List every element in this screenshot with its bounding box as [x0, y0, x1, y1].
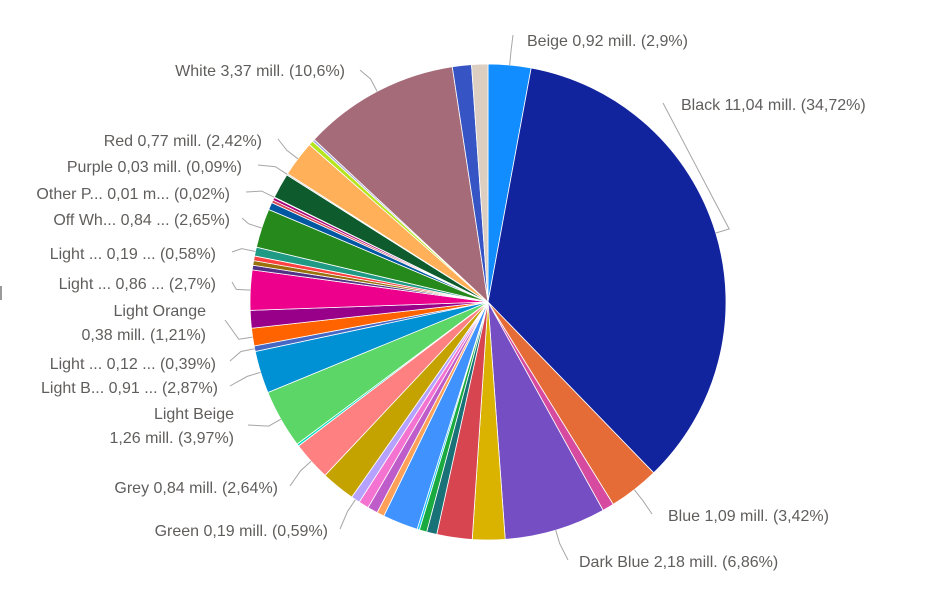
- data-label-light: Light ... 0,19 ... (0,58%): [50, 246, 216, 263]
- data-label-purple: Purple 0,03 mill. (0,09%): [67, 159, 242, 176]
- data-label-grey: Grey 0,84 mill. (2,64%): [114, 480, 278, 497]
- pie-slices: [249, 63, 727, 541]
- leader-lines: [224, 34, 730, 561]
- pie-slice-unlabeled-40[interactable]: [471, 63, 489, 303]
- pie-slice-dark-blue[interactable]: [487, 301, 604, 540]
- data-label-green: Green 0,19 mill. (0,59%): [155, 523, 328, 540]
- data-label-light-orange-line-2: 0,38 mill. (1,21%): [82, 327, 207, 344]
- left-edge-marker: [0, 286, 2, 300]
- data-label-dark-blue: Dark Blue 2,18 mill. (6,86%): [579, 554, 778, 571]
- data-label-light-beige-line-2: 1,26 mill. (3,97%): [110, 430, 235, 447]
- leader-line-white: [359, 69, 378, 92]
- leader-line-light-orange: [224, 319, 253, 340]
- leader-line-purple: [257, 164, 288, 175]
- pie-slice-white[interactable]: [313, 66, 489, 304]
- data-label-light: Light ... 0,86 ... (2,7%): [59, 276, 216, 293]
- leader-line-blue: [633, 489, 653, 515]
- data-label-other-p: Other P... 0,01 m... (0,02%): [36, 186, 230, 203]
- leader-line-light: [231, 281, 251, 291]
- data-label-black: Black 11,04 mill. (34,72%): [681, 97, 866, 114]
- leader-line-grey: [289, 460, 312, 487]
- leader-line-other-p: [245, 190, 275, 198]
- leader-line-light-b: [229, 371, 261, 387]
- leader-line-dark-blue: [555, 530, 569, 561]
- leader-line-red: [277, 138, 299, 160]
- data-label-beige: Beige 0,92 mill. (2,9%): [527, 33, 688, 50]
- data-label-light-b: Light B... 0,91 ... (2,87%): [41, 380, 218, 397]
- leader-line-light: [229, 348, 255, 362]
- pie-slice-black[interactable]: [487, 67, 727, 474]
- data-label-light-beige-line-1: Light Beige: [154, 406, 234, 423]
- leader-line-beige: [509, 34, 514, 66]
- leader-line-light-beige: [247, 418, 282, 427]
- leader-line-green: [339, 499, 356, 530]
- leader-line-off-wh: [241, 217, 262, 229]
- data-label-red: Red 0,77 mill. (2,42%): [104, 133, 262, 150]
- data-label-light: Light ... 0,12 ... (0,39%): [50, 356, 216, 373]
- data-label-off-wh: Off Wh... 0,84 ... (2,65%): [53, 212, 230, 229]
- leader-line-light: [231, 248, 256, 253]
- data-label-white: White 3,37 mill. (10,6%): [175, 63, 345, 80]
- data-label-blue: Blue 1,09 mill. (3,42%): [668, 508, 829, 525]
- data-label-light-orange-line-1: Light Orange: [113, 303, 206, 320]
- leader-line-black: [662, 102, 730, 234]
- data-labels: Beige 0,92 mill. (2,9%) Black 11,04 mill.…: [36, 33, 865, 571]
